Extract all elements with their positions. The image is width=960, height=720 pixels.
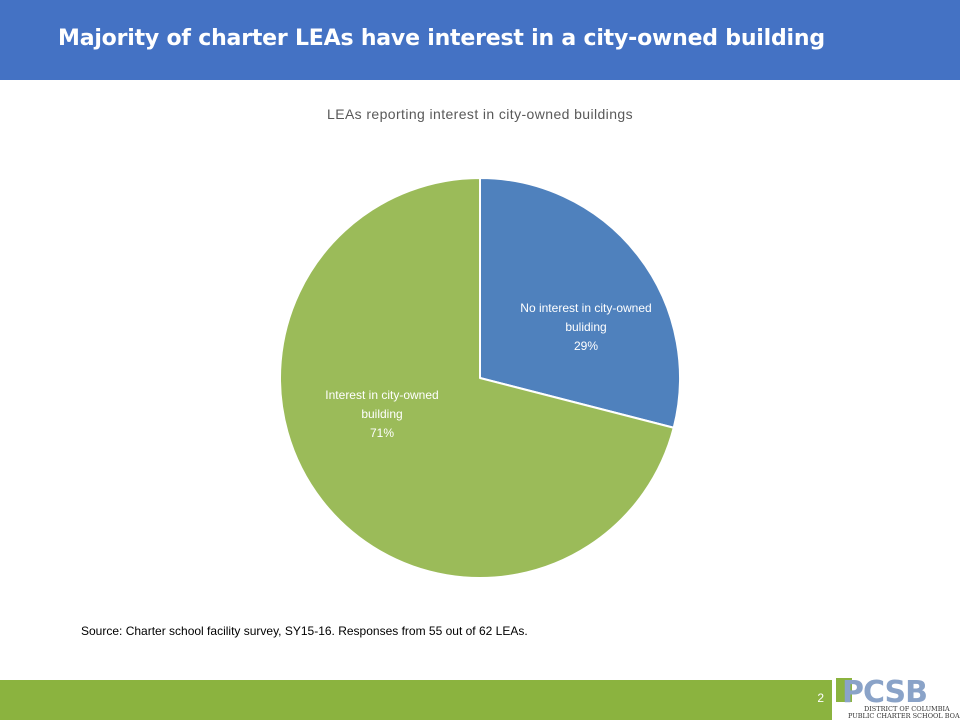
slice-label-line: buliding [565,320,607,334]
slide-title: Majority of charter LEAs have interest i… [58,26,825,51]
svg-text:DISTRICT OF COLUMBIA: DISTRICT OF COLUMBIA [864,705,950,713]
slice-label-line: No interest in city-owned [520,301,652,315]
title-bar: Majority of charter LEAs have interest i… [0,0,960,80]
slice-label-line: Interest in city-owned [325,388,439,402]
pie-chart-svg [279,177,681,579]
chart-title: LEAs reporting interest in city-owned bu… [327,106,633,122]
footer-bar: 2 [0,680,832,720]
pie-slice-interest [279,177,675,579]
page-number: 2 [817,691,824,705]
slice-percent-label: 71% [369,426,395,440]
slice-label-no-interest: No interest in city-owned buliding 29% [491,299,681,356]
slice-percent-label: 29% [573,339,599,353]
pie-slice-no-interest [479,177,681,429]
pcsb-logo: PCSB DISTRICT OF COLUMBIA PUBLIC CHARTER… [834,676,960,720]
svg-text:PCSB: PCSB [842,676,927,710]
source-note: Source: Charter school facility survey, … [81,624,528,638]
slice-label-interest: Interest in city-owned building 71% [287,386,477,443]
svg-text:PUBLIC CHARTER SCHOOL BOARD: PUBLIC CHARTER SCHOOL BOARD [848,712,960,720]
slice-label-line: building [361,407,403,421]
pie-chart: LEAs reporting interest in city-owned bu… [0,80,960,610]
